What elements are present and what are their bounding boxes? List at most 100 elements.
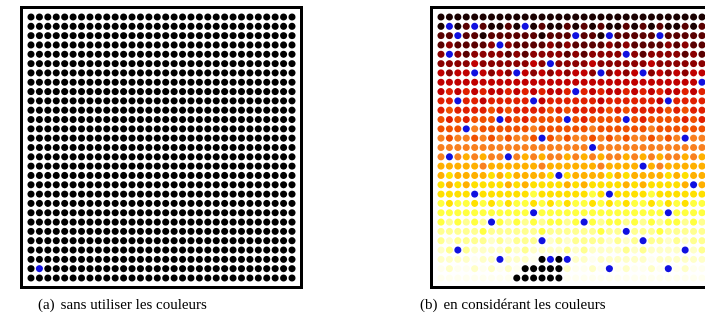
dot xyxy=(179,181,187,189)
dot xyxy=(162,265,170,273)
dot xyxy=(103,22,111,30)
dot xyxy=(120,265,128,273)
dot xyxy=(589,153,597,161)
dot xyxy=(580,88,588,96)
dot xyxy=(128,134,136,142)
dot xyxy=(254,106,262,114)
dot xyxy=(94,125,102,133)
dot xyxy=(513,60,521,68)
dot xyxy=(597,125,605,133)
dot xyxy=(145,32,153,40)
dot xyxy=(521,60,529,68)
dot xyxy=(254,78,262,86)
dot xyxy=(136,153,144,161)
dot xyxy=(647,181,656,189)
dot xyxy=(86,41,94,49)
dot xyxy=(103,162,111,170)
dot xyxy=(254,237,262,245)
dot xyxy=(521,41,529,49)
dot xyxy=(195,78,203,86)
dot xyxy=(212,134,220,142)
dot xyxy=(690,60,698,68)
dot xyxy=(690,78,698,86)
dot xyxy=(563,50,571,58)
dot xyxy=(86,153,94,161)
dot xyxy=(597,22,605,30)
dot xyxy=(487,106,496,114)
dot xyxy=(246,265,254,273)
dot xyxy=(136,97,144,105)
dot xyxy=(572,41,580,49)
dot xyxy=(246,162,254,170)
dot xyxy=(221,13,229,21)
dot xyxy=(44,60,52,68)
dot xyxy=(445,274,453,282)
dot xyxy=(179,22,187,30)
dot xyxy=(622,227,630,235)
dot xyxy=(103,153,111,161)
dot xyxy=(280,162,288,170)
dot xyxy=(35,153,43,161)
dot xyxy=(221,97,229,105)
dot xyxy=(195,153,203,161)
dot xyxy=(589,199,597,207)
dot xyxy=(187,106,195,114)
dot xyxy=(145,190,153,198)
dot xyxy=(496,246,504,254)
dot xyxy=(546,255,554,263)
dot xyxy=(513,50,521,58)
dot xyxy=(589,209,597,217)
dot xyxy=(664,78,672,86)
dot xyxy=(204,32,212,40)
dot xyxy=(111,116,119,124)
dot xyxy=(77,227,86,235)
dot xyxy=(195,125,203,133)
dot xyxy=(179,227,187,235)
dot xyxy=(673,162,681,170)
dot xyxy=(69,97,77,105)
dot xyxy=(639,209,647,217)
dot xyxy=(128,143,136,152)
dot xyxy=(280,209,288,217)
dot xyxy=(513,171,521,180)
dot xyxy=(454,13,462,21)
dot xyxy=(27,125,35,133)
dot xyxy=(471,78,479,86)
dot xyxy=(487,171,496,180)
dot xyxy=(555,125,563,133)
dot xyxy=(471,32,479,40)
dot xyxy=(111,88,119,96)
dot xyxy=(622,97,630,105)
dot xyxy=(237,246,246,254)
dot xyxy=(673,50,681,58)
dot xyxy=(504,13,512,21)
dot xyxy=(153,22,161,30)
dot xyxy=(27,88,35,96)
dot xyxy=(471,190,479,198)
dot xyxy=(572,125,580,133)
dot xyxy=(229,97,237,105)
dot xyxy=(246,237,254,245)
dot xyxy=(27,32,35,40)
dot xyxy=(162,125,170,133)
dot xyxy=(445,153,453,161)
dot xyxy=(153,181,161,189)
dot xyxy=(280,265,288,273)
dot xyxy=(195,265,203,273)
dot xyxy=(555,106,563,114)
dot xyxy=(229,265,237,273)
dot xyxy=(145,125,153,133)
dot xyxy=(597,116,605,124)
dot xyxy=(504,181,512,189)
dot xyxy=(221,50,229,58)
dot xyxy=(103,199,111,207)
dot xyxy=(271,125,279,133)
dot xyxy=(237,255,246,263)
dot xyxy=(229,78,237,86)
dot xyxy=(136,60,144,68)
dot xyxy=(153,143,161,152)
dot xyxy=(61,218,69,226)
dot xyxy=(94,88,102,96)
caption-a-text: sans utiliser les couleurs xyxy=(60,297,207,313)
dot xyxy=(288,218,296,226)
